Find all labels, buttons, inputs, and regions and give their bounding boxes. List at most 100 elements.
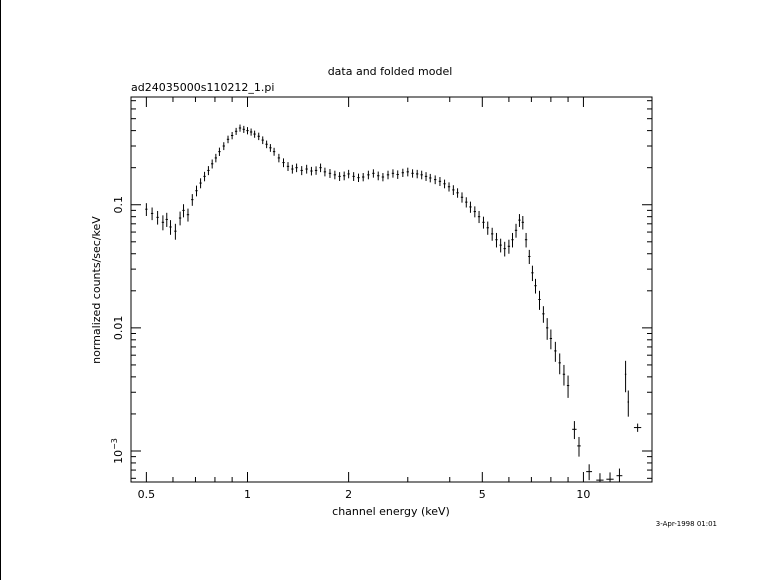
data-point [257, 132, 260, 141]
axis-ticks [131, 97, 652, 482]
data-point [169, 220, 172, 235]
data-point [511, 232, 514, 248]
data-point [230, 131, 234, 140]
data-point [161, 215, 165, 231]
data-point [456, 188, 459, 198]
data-point [291, 164, 294, 174]
data-point [396, 170, 399, 179]
y-tick-label: 0.01 [112, 316, 125, 341]
data-point [391, 169, 395, 178]
data-point [165, 212, 168, 227]
data-point [460, 192, 464, 203]
data-point [145, 203, 148, 217]
data-point [226, 135, 230, 144]
data-point [491, 227, 494, 241]
data-point [406, 167, 409, 177]
data-point [596, 473, 604, 482]
data-point [381, 173, 385, 182]
data-point [524, 232, 528, 248]
plot-frame [130, 96, 653, 483]
data-point [300, 166, 303, 176]
data-point [469, 201, 472, 213]
data-point [156, 210, 159, 225]
data-point [277, 153, 281, 163]
plot-axes [130, 96, 653, 483]
data-point [534, 278, 537, 294]
data-point [507, 239, 511, 254]
data-point [633, 423, 642, 432]
data-point [238, 124, 242, 132]
data-point [503, 241, 506, 257]
data-point [443, 179, 446, 189]
data-point [150, 207, 154, 221]
data-point [452, 185, 455, 195]
data-point [265, 140, 268, 149]
data-point [207, 166, 210, 176]
x-tick-label: 1 [244, 488, 251, 501]
data-point [616, 468, 623, 482]
data-point [282, 158, 285, 168]
data-point [424, 172, 428, 181]
data-point [554, 341, 557, 362]
data-point [531, 265, 534, 282]
timestamp: 3-Apr-1998 01:01 [656, 520, 717, 528]
y-tick-label: 10−3 [110, 438, 125, 464]
data-point [465, 197, 468, 208]
data-point [499, 238, 502, 253]
data-point [624, 360, 627, 393]
data-point [174, 223, 177, 240]
data-point [528, 249, 531, 265]
data-point [338, 172, 341, 181]
data-point [199, 178, 202, 189]
data-point [372, 169, 375, 178]
data-point [343, 171, 346, 181]
data-point [521, 216, 524, 230]
data-point [477, 210, 481, 224]
window-edge [0, 0, 1, 580]
data-point [214, 153, 218, 163]
data-point [542, 306, 545, 323]
data-point [222, 142, 225, 151]
data-point [333, 170, 337, 180]
data-point [429, 173, 432, 183]
data-points [145, 124, 642, 482]
data-point [186, 208, 190, 222]
data-point [514, 223, 518, 238]
data-point [577, 436, 581, 457]
data-point [627, 390, 630, 417]
data-point [314, 166, 318, 175]
data-point [416, 169, 419, 179]
data-point [310, 166, 313, 176]
x-tick-label: 5 [479, 488, 486, 501]
chart-subtitle: ad24035000s110212_1.pi [131, 81, 274, 94]
data-point [586, 464, 593, 481]
data-point [546, 318, 549, 340]
data-point [401, 168, 404, 178]
data-point [182, 204, 185, 218]
data-point [249, 128, 253, 136]
data-point [272, 147, 276, 156]
data-point [286, 162, 290, 171]
data-point [411, 169, 414, 178]
x-tick-label: 10 [576, 488, 590, 501]
data-point [362, 173, 365, 182]
data-point [482, 216, 485, 229]
data-point [305, 164, 308, 174]
data-point [572, 421, 577, 440]
data-point [178, 211, 182, 226]
data-point [486, 221, 489, 235]
data-point [367, 170, 370, 180]
data-point [253, 130, 256, 138]
x-axis-label: channel energy (keV) [332, 505, 450, 518]
data-point [473, 206, 476, 218]
axis-tick-labels: 0.5 1 2 5 10 0.1 0.01 10−3 [110, 196, 590, 501]
data-point [328, 169, 332, 178]
data-point [319, 163, 322, 173]
data-point [195, 185, 198, 197]
data-point [420, 170, 423, 180]
data-point [269, 144, 272, 152]
data-point [434, 175, 437, 185]
data-point [495, 232, 498, 248]
data-point [347, 169, 350, 179]
